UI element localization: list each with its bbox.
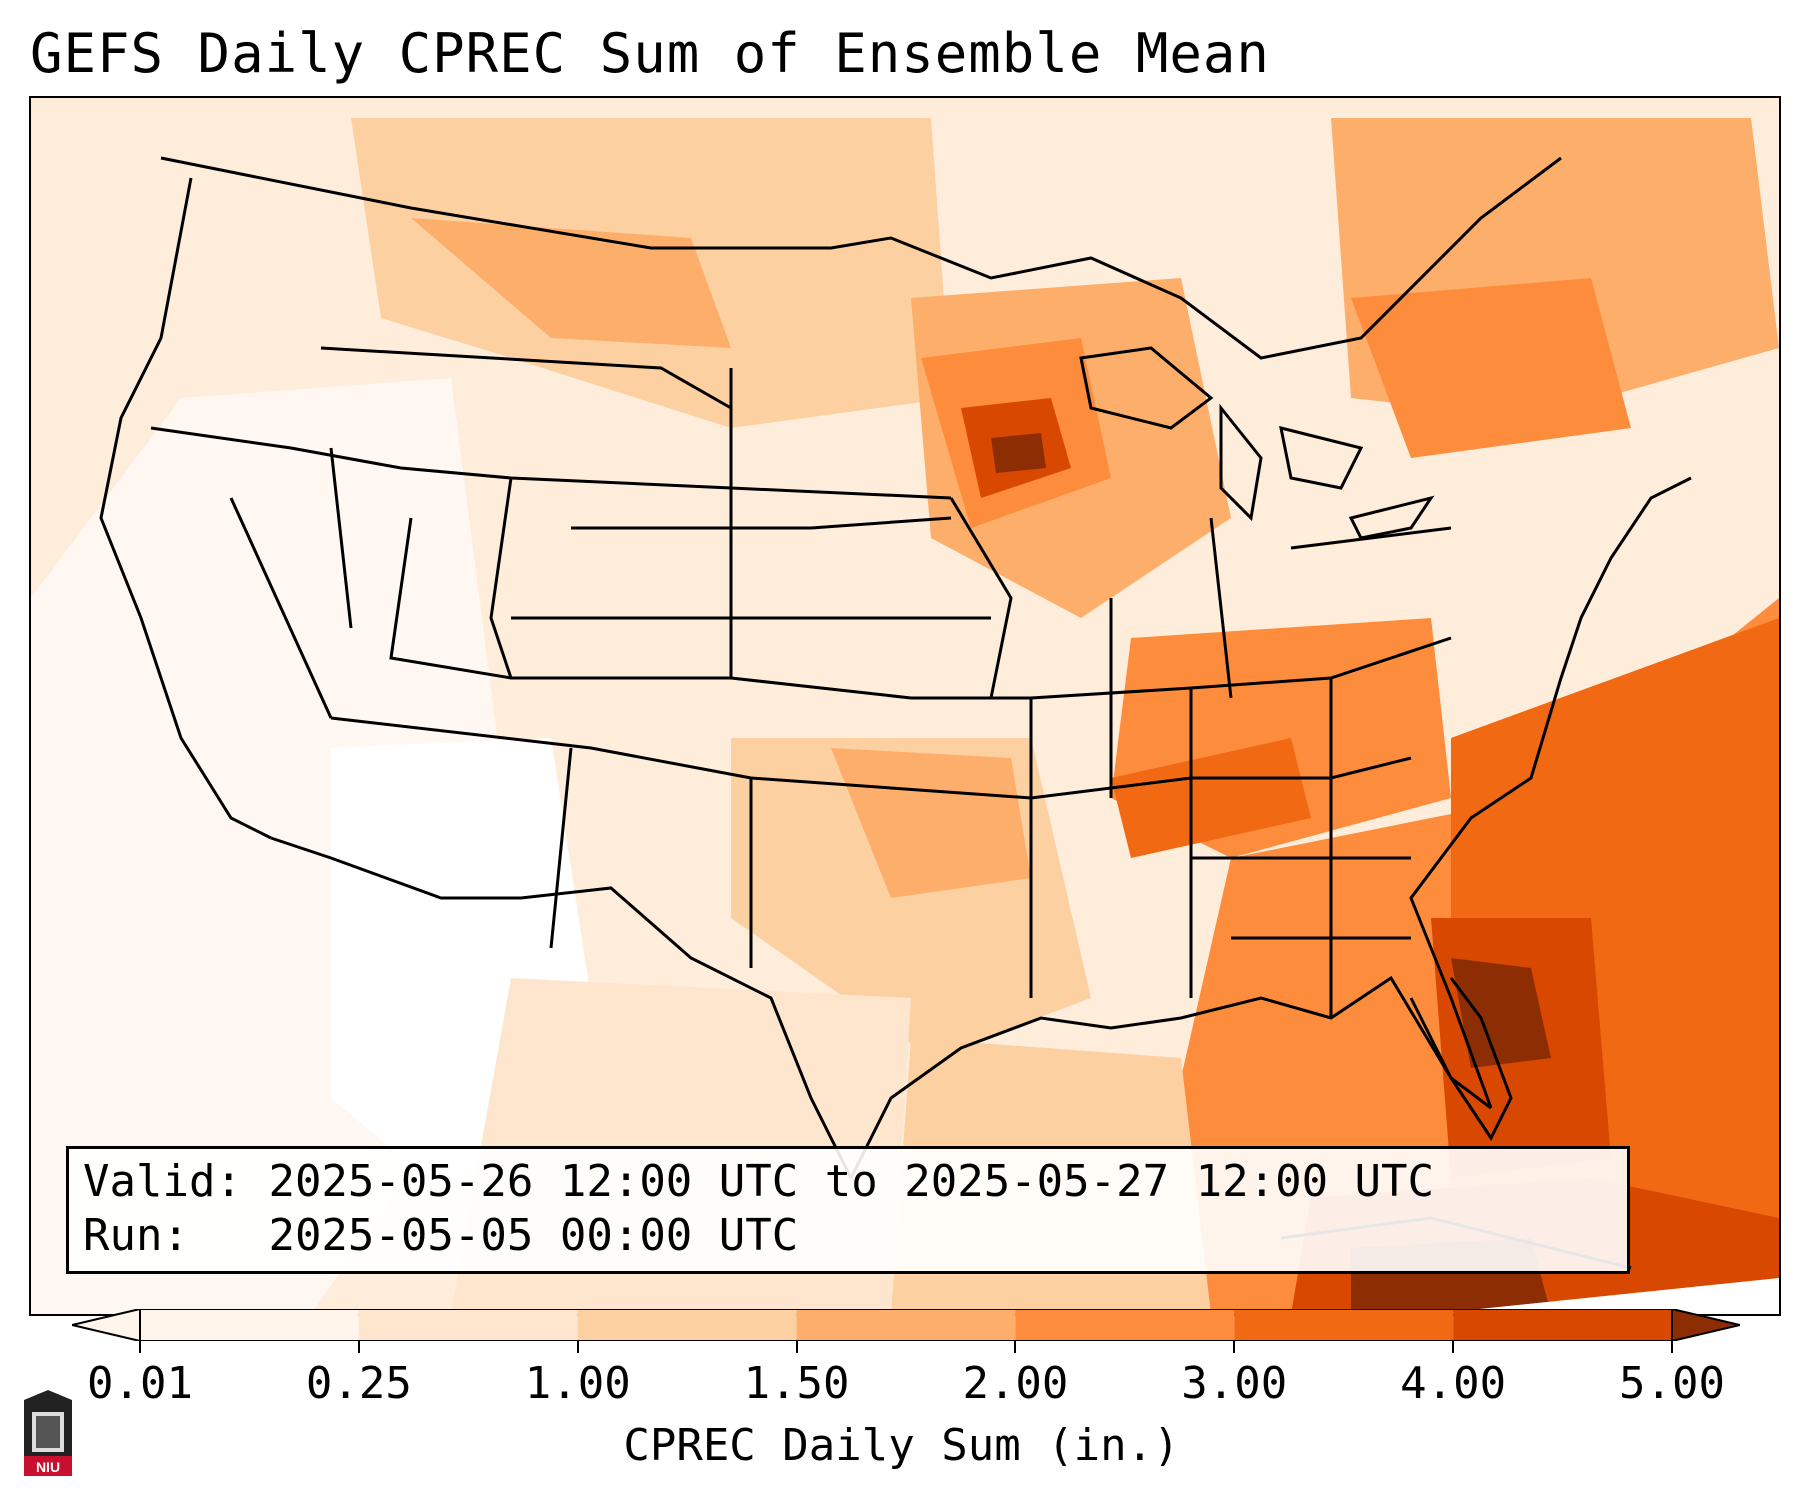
colorbar-tick-label: 0.25 [305,1358,412,1409]
colorbar-segment [140,1309,359,1341]
map-panel [29,96,1781,1316]
boundaries [99,156,1692,1270]
colorbar [72,1309,1740,1341]
colorbar-extend-high [1671,1309,1740,1341]
valid-label: Valid: [83,1156,242,1207]
colorbar-tick-label: 1.50 [743,1358,850,1409]
colorbar-tick-label: 3.00 [1181,1358,1288,1409]
colorbar-tick-label: 5.00 [1619,1358,1725,1409]
colorbar-tick-mark [357,1341,360,1353]
colorbar-tick-label: 4.00 [1400,1358,1507,1409]
colorbar-tick-mark [139,1341,141,1353]
map-title: GEFS Daily CPREC Sum of Ensemble Mean [30,22,1270,85]
validity-info-box: Valid: 2025-05-26 12:00 UTC to 2025-05-2… [66,1146,1630,1274]
precip-shading [31,98,1779,1314]
colorbar-label: CPREC Daily Sum (in.) [623,1420,1180,1471]
colorbar-segment [796,1309,1016,1341]
colorbar-tick-mark [1452,1341,1455,1353]
colorbar-segment [1234,1309,1454,1341]
colorbar-segment [1453,1309,1672,1341]
svg-text:NIU: NIU [36,1459,60,1475]
run-value: 2025-05-05 00:00 UTC [268,1210,799,1261]
colorbar-segment [358,1309,578,1341]
colorbar-segment [577,1309,797,1341]
colorbar-segment [1015,1309,1235,1341]
colorbar-tick-mark [795,1341,798,1353]
colorbar-tick-label: 0.01 [87,1358,193,1409]
colorbar-tick-mark [1014,1341,1017,1353]
precip-map [31,98,1779,1314]
colorbar-tick-mark [1233,1341,1236,1353]
colorbar-tick-label: 2.00 [962,1358,1069,1409]
colorbar-extend-low [72,1309,141,1341]
colorbar-tick-mark [1671,1341,1673,1353]
colorbar-tick-mark [576,1341,579,1353]
niu-logo: NIU [24,1390,72,1476]
valid-value: 2025-05-26 12:00 UTC to 2025-05-27 12:00… [268,1156,1435,1207]
colorbar-tick-label: 1.00 [524,1358,631,1409]
run-label: Run: [83,1210,189,1261]
